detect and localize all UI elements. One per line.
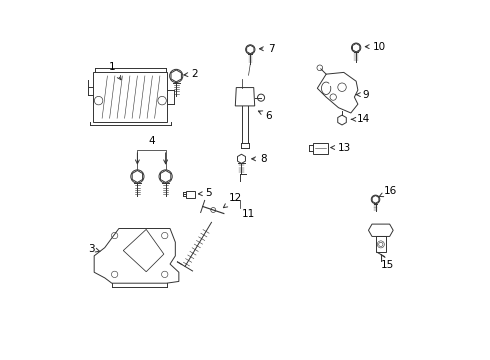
Text: 5: 5 [198, 188, 212, 198]
Text: 9: 9 [356, 90, 369, 100]
Text: 1: 1 [109, 62, 121, 80]
Text: 6: 6 [258, 111, 272, 121]
Text: 16: 16 [379, 186, 397, 197]
Text: 8: 8 [252, 154, 267, 164]
Text: 14: 14 [351, 114, 370, 124]
Text: 2: 2 [184, 69, 198, 79]
Text: 13: 13 [331, 143, 351, 153]
Text: 11: 11 [242, 209, 255, 219]
Text: 10: 10 [365, 42, 386, 51]
Text: 15: 15 [381, 255, 394, 270]
Text: 3: 3 [88, 244, 100, 254]
Text: 7: 7 [259, 44, 274, 54]
Text: 12: 12 [223, 193, 243, 208]
Text: 4: 4 [148, 136, 155, 147]
